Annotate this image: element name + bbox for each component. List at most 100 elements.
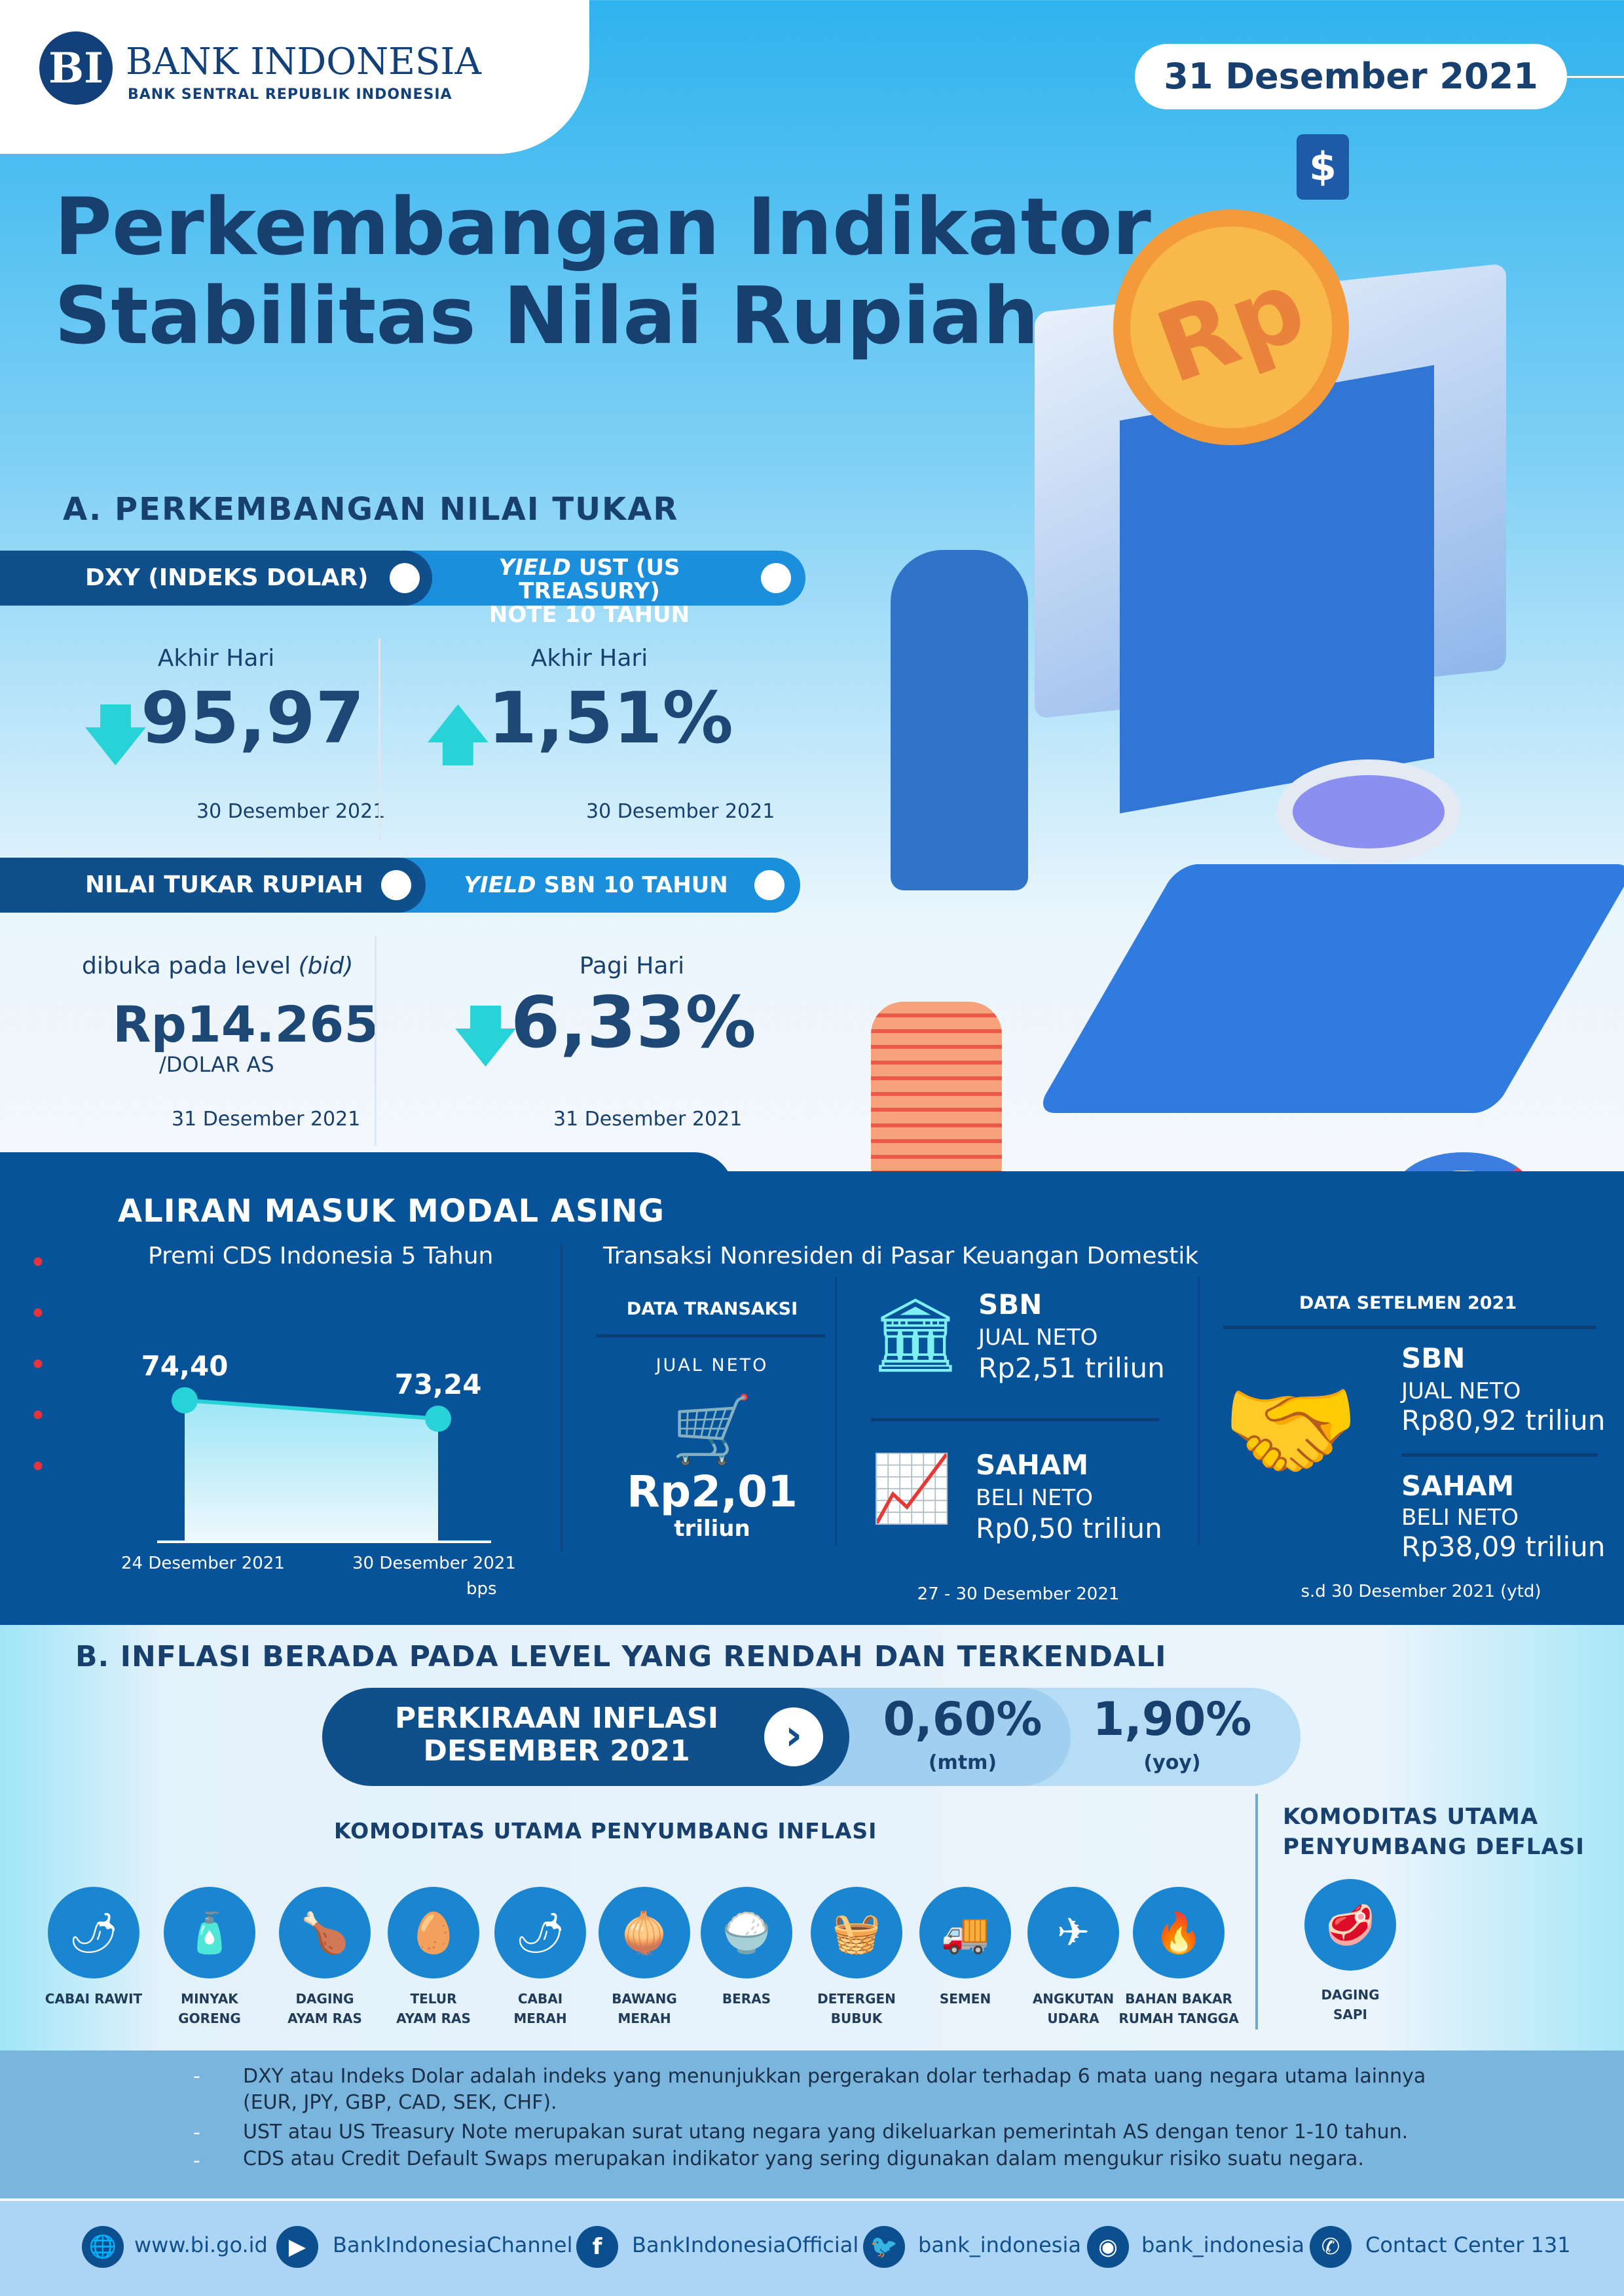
total-unit: triliun — [674, 1516, 750, 1542]
commodity-icon: ✈ — [1027, 1887, 1119, 1978]
commodity-label-2: AYAM RAS — [287, 2011, 362, 2026]
section-b-heading: B. INFLASI BERADA PADA LEVEL YANG RENDAH… — [75, 1640, 1167, 1673]
setelmen-period: s.d 30 Desember 2021 (ytd) — [1301, 1582, 1541, 1601]
commodity-label-1: DETERGEN — [817, 1991, 896, 2007]
set-saham-title: SAHAM — [1401, 1470, 1515, 1502]
rupiah-date: 31 Desember 2021 — [172, 1108, 361, 1131]
dxy-value: 95,97 — [141, 678, 365, 759]
cds-title: Premi CDS Indonesia 5 Tahun — [148, 1243, 494, 1269]
mtm-pill — [805, 1688, 1071, 1786]
commodity-label: CABAI RAWIT — [31, 1989, 156, 2009]
cds-chart: 74,40 73,24 — [141, 1350, 491, 1543]
note-1-cont: (EUR, JPY, GBP, CAD, SEK, CHF). — [243, 2091, 557, 2114]
brand-name: BANK INDONESIA — [126, 41, 481, 83]
magnifier-icon — [1277, 759, 1460, 864]
sbn-yield-date: 31 Desember 2021 — [553, 1108, 743, 1131]
capital-flow-section — [0, 1171, 1624, 1625]
note-bullets: --- — [193, 2065, 200, 2172]
sbn-label: JUAL NETO — [978, 1324, 1098, 1351]
tab-rupiah-label: NILAI TUKAR RUPIAH — [85, 871, 363, 898]
tab-ust[interactable]: YIELD UST (US TREASURY) NOTE 10 TAHUN — [432, 556, 747, 627]
saham-value: Rp0,50 triliun — [976, 1512, 1162, 1544]
mtm-value: 0,60% — [883, 1692, 1043, 1746]
coin-stack-icon — [871, 1002, 1002, 1198]
ust-value: 1,51% — [488, 678, 733, 759]
cds-data-label: 74,40 — [141, 1350, 229, 1382]
cds-x-label-2: 30 Desember 2021 — [352, 1554, 516, 1573]
deflasi-title-1: KOMODITAS UTAMA — [1283, 1804, 1539, 1830]
brand-subtitle: BANK SENTRAL REPUBLIK INDONESIA — [128, 86, 452, 103]
footer-contact[interactable]: Contact Center 131 — [1365, 2232, 1571, 2257]
saham-title: SAHAM — [976, 1449, 1089, 1481]
arrow-down-icon: 🡇 — [452, 998, 519, 1074]
commodity-label: CABAI MERAH — [478, 1989, 602, 2028]
commodity-label: DAGING AYAM RAS — [263, 1989, 387, 2028]
commodity-icon: 🧴 — [164, 1887, 255, 1978]
facebook-icon[interactable]: f — [576, 2226, 618, 2268]
deflasi-label: DAGING SAPI — [1288, 1985, 1412, 2024]
cds-data-label: 73,24 — [395, 1368, 482, 1400]
youtube-icon[interactable]: ▶ — [276, 2226, 318, 2268]
tab-dxy[interactable]: DXY (INDEKS DOLAR) — [0, 551, 432, 606]
commodity-label-2: RUMAH TANGGA — [1118, 2011, 1239, 2026]
commodity-icon: 🌶 — [494, 1887, 586, 1978]
commodity-label-1: BERAS — [722, 1991, 771, 2007]
twitter-icon[interactable]: 🐦 — [863, 2226, 905, 2268]
beef-icon: 🥩 — [1304, 1879, 1396, 1971]
tab-sbn[interactable]: YIELD SBN 10 TAHUN — [432, 873, 760, 897]
sbn-yield-label: Pagi Hari — [579, 953, 685, 979]
commodity-label-1: BAWANG — [612, 1991, 677, 2007]
instagram-icon[interactable]: ◉ — [1087, 2226, 1129, 2268]
deflasi-label-1: DAGING — [1321, 1987, 1380, 2003]
note-1: DXY atau Indeks Dolar adalah indeks yang… — [243, 2065, 1426, 2088]
commodity-label: ANGKUTAN UDARA — [1011, 1989, 1135, 2028]
commodity-label-1: TELUR — [410, 1991, 457, 2007]
commodity-label-2: AYAM RAS — [396, 2011, 471, 2026]
commodity-label: DETERGEN BUBUK — [794, 1989, 919, 2028]
forecast-label: PERKIRAAN INFLASI DESEMBER 2021 — [386, 1702, 727, 1768]
commodity-label: MINYAK GORENG — [147, 1989, 272, 2028]
forecast-label-box — [322, 1688, 849, 1786]
forecast-label-1: PERKIRAAN INFLASI — [394, 1702, 719, 1735]
date-line — [1567, 76, 1624, 78]
deflasi-label-2: SAPI — [1333, 2007, 1367, 2022]
tab-rupiah[interactable]: NILAI TUKAR RUPIAH — [0, 858, 426, 913]
forecast-label-2: DESEMBER 2021 — [423, 1734, 690, 1768]
phone-icon[interactable]: ✆ — [1310, 2226, 1352, 2268]
commodity-label-1: SEMEN — [939, 1991, 991, 2007]
divider — [561, 1244, 563, 1552]
commodity-label-1: CABAI RAWIT — [45, 1991, 143, 2007]
tab-sbn-italic: YIELD — [464, 872, 536, 898]
footer — [0, 2201, 1624, 2296]
cds-unit: bps — [466, 1579, 497, 1599]
title-line-2: Stabilitas Nilai Rupiah — [54, 271, 1039, 362]
section-a-heading: A. PERKEMBANGAN NILAI TUKAR — [63, 491, 679, 528]
commodity-label: SEMEN — [903, 1989, 1027, 2009]
commodity-icon: 🧅 — [599, 1887, 690, 1978]
commodity-icon: 🍗 — [279, 1887, 371, 1978]
ust-date: 30 Desember 2021 — [586, 800, 775, 823]
chevron-right-icon[interactable]: › — [764, 1707, 823, 1766]
divider — [1401, 1453, 1598, 1457]
footer-youtube[interactable]: BankIndonesiaChannel — [333, 2232, 573, 2257]
deflasi-title-2: PENYUMBANG DEFLASI — [1283, 1834, 1585, 1860]
footer-facebook[interactable]: BankIndonesiaOfficial — [632, 2232, 859, 2257]
data-transaksi-label: DATA TRANSAKSI — [626, 1299, 798, 1319]
arrow-up-icon: 🡅 — [424, 697, 492, 773]
commodity-label-1: MINYAK GORENG — [178, 1991, 241, 2026]
commodity-label-2: MERAH — [618, 2011, 671, 2026]
commodity-label: TELUR AYAM RAS — [371, 1989, 496, 2028]
tab-sbn-label: SBN 10 TAHUN — [536, 872, 728, 898]
footer-instagram[interactable]: bank_indonesia — [1141, 2232, 1304, 2257]
commodity-label-1: CABAI — [517, 1991, 563, 2007]
notes-panel — [0, 2050, 1624, 2198]
title-line-1: Perkembangan Indikator — [54, 182, 1151, 273]
globe-icon[interactable]: 🌐 — [82, 2226, 124, 2268]
note-3: CDS atau Credit Default Swaps merupakan … — [243, 2147, 1364, 2170]
bi-logo-icon: BI — [39, 31, 113, 105]
set-sbn-title: SBN — [1401, 1342, 1466, 1374]
footer-website[interactable]: www.bi.go.id — [134, 2232, 268, 2257]
tab-dxy-label: DXY (INDEKS DOLAR) — [85, 564, 369, 591]
commodity-label-2: BUBUK — [830, 2011, 883, 2026]
footer-twitter[interactable]: bank_indonesia — [918, 2232, 1081, 2257]
